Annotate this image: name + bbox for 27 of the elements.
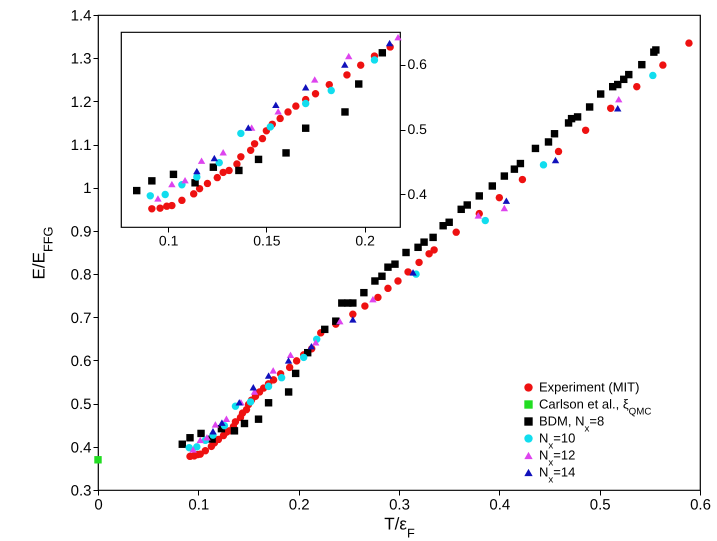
legend-label: Experiment (MIT) — [539, 380, 640, 394]
y-tick-label: 1.3 — [70, 50, 92, 68]
y-tick-label: 0.4 — [70, 439, 92, 456]
x-tick-label: 0.15 — [253, 232, 281, 248]
x-tick-label: 0.2 — [288, 496, 310, 514]
y2-tick-label: 0.6 — [408, 56, 428, 72]
y-tick-label: 0.5 — [70, 396, 92, 414]
x-tick-label: 0 — [94, 496, 103, 514]
y-tick-label: 1.4 — [70, 8, 92, 24]
x-axis-title: T/ε$_{F}$ — [384, 514, 415, 540]
x-tick-label: 0.1 — [158, 232, 179, 248]
x-tick-label: 0.1 — [188, 496, 210, 514]
x-tick-label: 0.3 — [389, 496, 410, 514]
x-tick-label: 0.2 — [355, 232, 376, 248]
y2-tick-label: 0.4 — [408, 186, 428, 202]
y-tick-label: 0.6 — [70, 352, 92, 370]
x-tick-label: 0.6 — [690, 496, 711, 514]
x-tick-label: 0.4 — [489, 496, 510, 514]
y-tick-label: 0.3 — [70, 482, 92, 500]
y-tick-label: 0.9 — [70, 223, 92, 240]
y2-tick-label: 0.5 — [408, 121, 428, 137]
y-tick-label: 0.7 — [70, 310, 92, 327]
x-tick-label: 0.5 — [590, 496, 611, 514]
y-tick-label: 1.2 — [70, 94, 92, 111]
y-tick-label: 1 — [83, 180, 92, 198]
y-tick-label: 1.1 — [70, 137, 92, 154]
y-tick-label: 0.8 — [70, 266, 92, 284]
